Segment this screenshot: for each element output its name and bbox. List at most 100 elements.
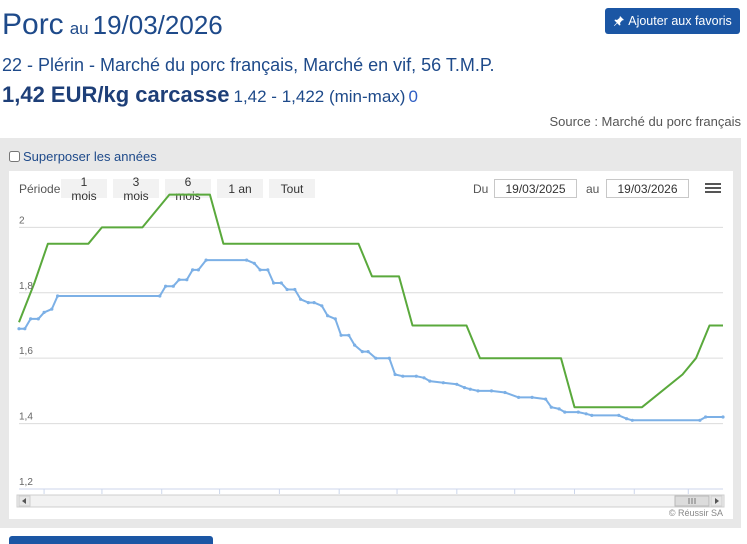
add-favorites-label: Ajouter aux favoris xyxy=(628,14,732,28)
date-preposition: au xyxy=(69,19,89,38)
data-point xyxy=(266,268,270,272)
y-tick-label: 2 xyxy=(19,215,25,226)
data-point xyxy=(517,395,521,399)
from-date-input[interactable]: 19/03/2025 xyxy=(494,179,577,198)
y-tick-label: 1,6 xyxy=(19,346,33,357)
data-point xyxy=(185,278,189,282)
overlay-years-label: Superposer les années xyxy=(23,149,157,164)
data-point xyxy=(625,417,629,421)
data-point xyxy=(584,412,588,416)
data-point xyxy=(476,389,480,393)
period-label: Période xyxy=(19,182,61,196)
overlay-years-checkbox[interactable] xyxy=(9,151,20,162)
data-point xyxy=(544,397,548,401)
data-point xyxy=(366,350,370,354)
data-point xyxy=(191,268,195,272)
series-line-1 xyxy=(18,193,723,409)
data-point xyxy=(576,410,580,414)
price-chart: 1,21,41,61,8204/2505/2506/2507/2508/2509… xyxy=(16,193,725,518)
data-point xyxy=(279,281,283,285)
data-point xyxy=(462,386,467,390)
page-heading: Porc au 19/03/2026 xyxy=(2,8,223,42)
data-point xyxy=(590,413,594,417)
overlay-years-option[interactable]: Superposer les années xyxy=(9,149,157,164)
menu-line xyxy=(705,191,721,193)
data-point xyxy=(428,379,432,383)
zoom-1-year-button[interactable]: 1 an xyxy=(217,179,263,198)
data-point xyxy=(299,297,303,301)
chart-menu-button[interactable] xyxy=(705,181,721,195)
data-point xyxy=(441,381,445,385)
data-point xyxy=(196,268,200,272)
series-line-2 xyxy=(19,259,723,422)
data-point xyxy=(401,374,405,378)
y-tick-label: 1,8 xyxy=(19,281,33,292)
data-point xyxy=(285,287,289,292)
data-point xyxy=(56,294,60,298)
data-point xyxy=(374,356,378,360)
data-point xyxy=(42,310,46,314)
data-point xyxy=(630,418,634,422)
data-point xyxy=(258,268,262,272)
data-point xyxy=(306,301,310,305)
data-point xyxy=(50,307,54,311)
data-point xyxy=(204,258,208,262)
data-point xyxy=(164,284,168,288)
data-point xyxy=(23,327,27,331)
data-point xyxy=(293,287,297,292)
price-value: 1,42 EUR/kg carcasse xyxy=(2,82,230,107)
data-point xyxy=(320,304,324,308)
y-tick-label: 1,2 xyxy=(19,477,33,488)
data-point xyxy=(422,376,426,380)
pin-icon xyxy=(614,16,625,26)
data-point xyxy=(721,415,725,419)
chart-container: Période 1 mois 3 mois 6 mois 1 an Tout D… xyxy=(9,171,733,519)
data-point xyxy=(272,281,276,285)
data-point xyxy=(333,317,337,321)
data-point xyxy=(704,415,708,419)
data-point xyxy=(414,374,418,378)
data-point xyxy=(455,382,459,386)
data-point xyxy=(245,258,249,262)
data-point xyxy=(530,395,534,399)
data-point xyxy=(17,327,21,331)
data-point xyxy=(353,343,357,347)
data-point xyxy=(171,284,175,288)
chart-credits: © Réussir SA xyxy=(669,508,723,518)
data-point xyxy=(339,333,343,337)
zoom-all-button[interactable]: Tout xyxy=(269,179,315,198)
y-tick-label: 1,4 xyxy=(19,412,33,423)
data-point xyxy=(617,413,621,417)
data-point xyxy=(347,333,351,337)
data-point xyxy=(557,407,561,411)
data-point xyxy=(29,317,33,321)
data-point xyxy=(503,390,507,395)
price-summary: 1,42 EUR/kg carcasse 1,42 - 1,422 (min-ma… xyxy=(2,82,418,108)
data-point xyxy=(468,387,472,391)
to-label: au xyxy=(586,182,600,196)
to-date-input[interactable]: 19/03/2026 xyxy=(606,179,689,198)
menu-line xyxy=(705,183,721,185)
bottom-action-button[interactable] xyxy=(9,536,213,544)
chart-scrollbar[interactable] xyxy=(16,494,725,508)
chart-panel: Superposer les années Période 1 mois 3 m… xyxy=(0,138,741,528)
product-name: Porc xyxy=(2,8,64,41)
data-point xyxy=(387,356,391,360)
data-point xyxy=(252,261,256,265)
data-point xyxy=(326,314,330,318)
data-point xyxy=(549,405,553,409)
source-text: Source : Marché du porc français xyxy=(549,114,741,129)
menu-line xyxy=(705,187,721,189)
data-point xyxy=(563,410,567,414)
market-description: 22 - Plérin - Marché du porc français, M… xyxy=(2,55,495,75)
data-point xyxy=(393,372,397,377)
data-point xyxy=(698,418,702,422)
add-favorites-button[interactable]: Ajouter aux favoris xyxy=(605,8,740,34)
data-point xyxy=(158,294,162,298)
data-point xyxy=(177,278,181,282)
price-variation: 0 xyxy=(408,87,418,106)
data-point xyxy=(489,389,494,393)
from-label: Du xyxy=(473,182,489,196)
data-point xyxy=(36,317,40,321)
data-point xyxy=(312,301,316,305)
